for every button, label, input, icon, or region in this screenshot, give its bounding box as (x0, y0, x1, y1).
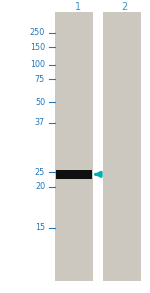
Text: 50: 50 (35, 98, 45, 107)
Text: 25: 25 (35, 168, 45, 177)
Text: 20: 20 (35, 182, 45, 191)
Bar (55, 12, 93, 281)
Text: 37: 37 (35, 118, 45, 127)
Text: 75: 75 (35, 75, 45, 84)
Text: 15: 15 (35, 223, 45, 232)
Text: 2: 2 (121, 2, 128, 12)
Text: 250: 250 (30, 28, 45, 37)
Text: 100: 100 (30, 60, 45, 69)
Bar (56, 170, 92, 179)
Text: 1: 1 (75, 2, 81, 12)
Text: 150: 150 (30, 43, 45, 52)
Bar (103, 12, 141, 281)
